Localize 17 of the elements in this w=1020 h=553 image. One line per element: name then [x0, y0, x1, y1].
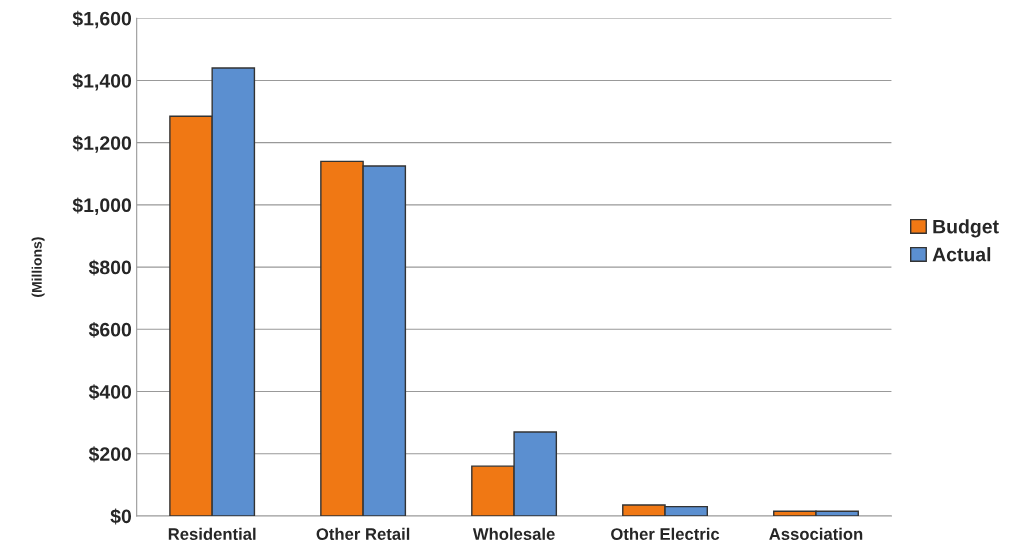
- y-tick-label: $800: [88, 259, 132, 276]
- x-tick-label: Wholesale: [472, 527, 555, 540]
- y-axis-title: (Millions): [31, 237, 45, 297]
- legend-label: Budget: [933, 219, 999, 238]
- x-tick-label: Residential: [168, 527, 256, 540]
- x-tick-label: Other Retail: [316, 527, 410, 540]
- y-tick-label: $600: [88, 321, 132, 338]
- x-tick-label: Other Electric: [611, 527, 720, 540]
- y-tick-label: $0: [110, 508, 132, 525]
- y-tick-label: $1,000: [72, 197, 132, 215]
- y-tick-label: $1,200: [72, 135, 132, 153]
- y-tick-label: $200: [88, 446, 132, 463]
- y-tick-label: $1,400: [72, 73, 132, 91]
- x-tick-label: Association: [769, 527, 863, 540]
- y-tick-label: $400: [88, 384, 132, 401]
- legend-label: Actual: [932, 247, 991, 262]
- y-tick-label: $1,600: [72, 10, 132, 29]
